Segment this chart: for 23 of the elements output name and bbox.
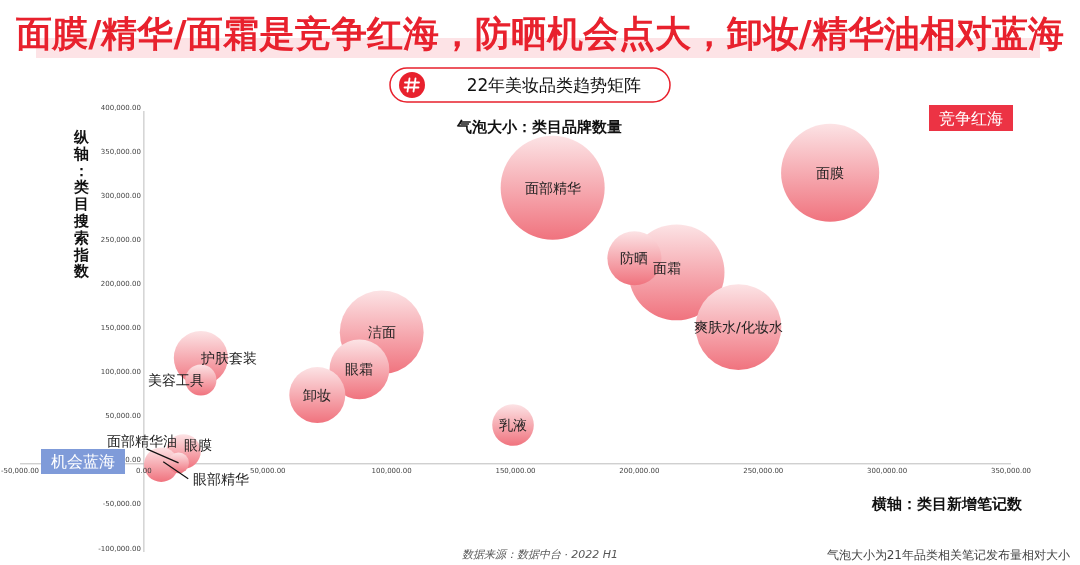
- chart-title: 面膜/精华/面霜是竞争红海，防晒机会点大，卸妆/精华油相对蓝海: [16, 13, 1064, 54]
- annotation: 气泡大小：类目品牌数量: [455, 118, 622, 136]
- y-axis-title: 纵轴：类目搜索指数: [73, 128, 89, 281]
- series-label: 眼部精华: [193, 470, 250, 487]
- series-label: 眼霜: [345, 361, 374, 378]
- series-label: 卸妆: [303, 387, 332, 403]
- series-label: 面霜: [652, 260, 681, 277]
- series-label: 防晒: [620, 250, 649, 267]
- annotation: 数据来源：数据中台 · 2022 H1: [461, 548, 619, 561]
- annotation: 机会蓝海: [51, 451, 115, 471]
- series-label: 眼膜: [183, 437, 212, 454]
- series-label: 面部精华油: [106, 432, 177, 449]
- series-label: 面膜: [816, 164, 845, 181]
- x-axis-title: 横轴：类目新增笔记数: [871, 495, 1023, 513]
- chart-subtitle: 22年美妆品类趋势矩阵: [466, 75, 642, 95]
- series-label: 美容工具: [147, 372, 204, 388]
- series-label: 爽肤水/化妆水: [694, 319, 783, 336]
- series-label: 护肤套装: [200, 349, 257, 366]
- annotation: 竞争红海: [939, 108, 1003, 128]
- series-label: 乳液: [499, 417, 527, 433]
- series-label: 面部精华: [524, 179, 581, 196]
- annotation: 气泡大小为21年品类相关笔记发布量相对大小: [826, 548, 1070, 562]
- series-label: 洁面: [367, 324, 396, 341]
